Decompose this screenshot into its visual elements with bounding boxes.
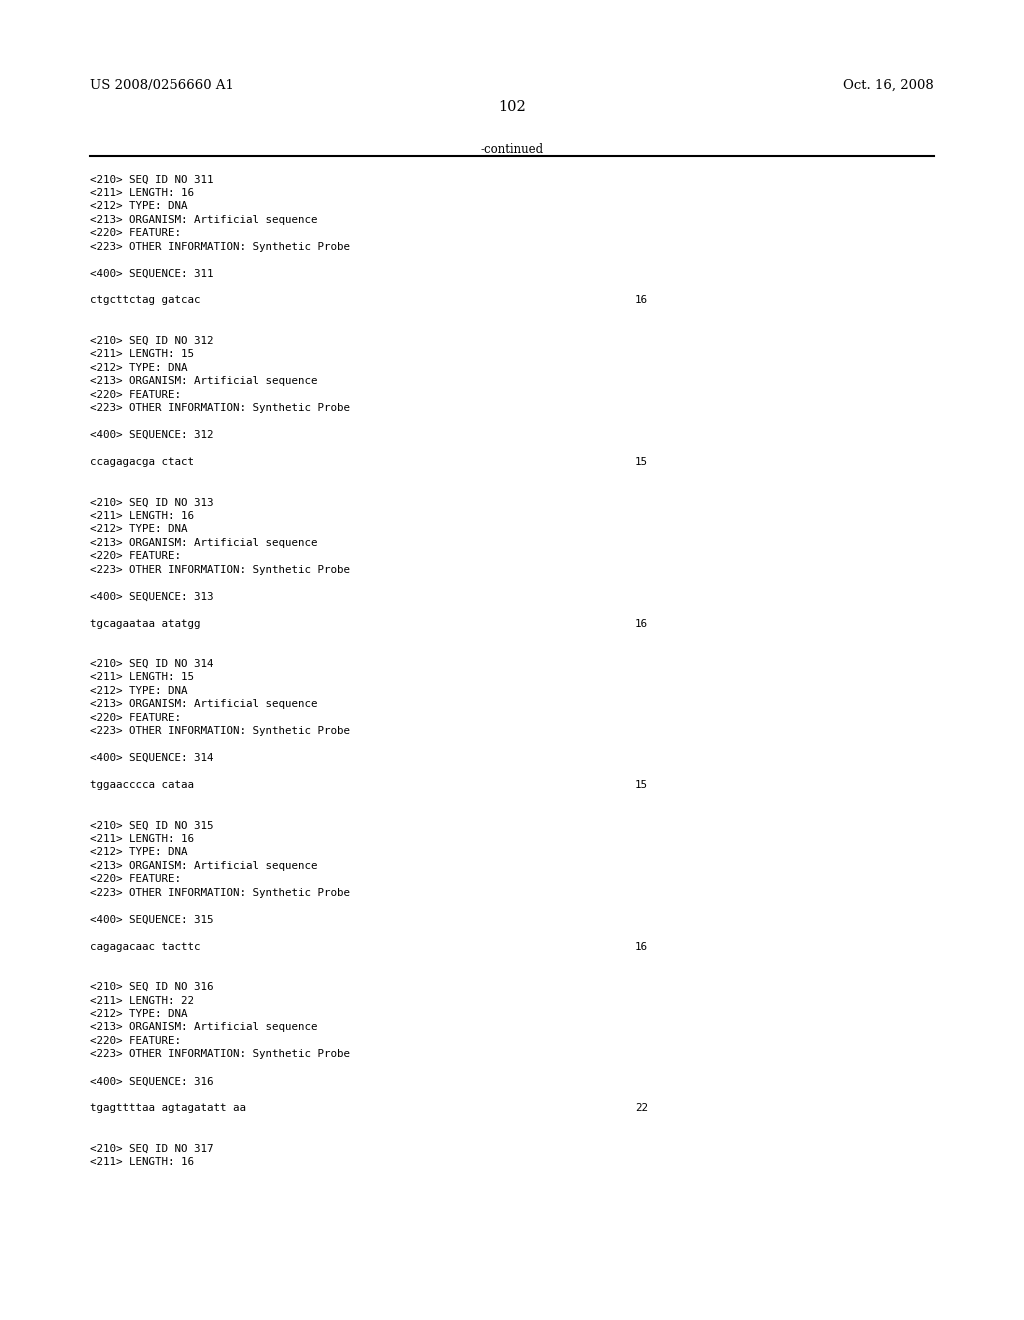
Text: <223> OTHER INFORMATION: Synthetic Probe: <223> OTHER INFORMATION: Synthetic Probe [90,1049,350,1060]
Text: <210> SEQ ID NO 316: <210> SEQ ID NO 316 [90,982,214,993]
Text: <213> ORGANISM: Artificial sequence: <213> ORGANISM: Artificial sequence [90,861,317,871]
Text: <212> TYPE: DNA: <212> TYPE: DNA [90,363,187,372]
Text: <400> SEQUENCE: 312: <400> SEQUENCE: 312 [90,430,214,440]
Text: 16: 16 [635,941,648,952]
Text: <220> FEATURE:: <220> FEATURE: [90,228,181,238]
Text: <211> LENGTH: 16: <211> LENGTH: 16 [90,834,195,843]
Text: tgcagaataa atatgg: tgcagaataa atatgg [90,619,201,628]
Text: <212> TYPE: DNA: <212> TYPE: DNA [90,1008,187,1019]
Text: <211> LENGTH: 15: <211> LENGTH: 15 [90,672,195,682]
Text: <210> SEQ ID NO 312: <210> SEQ ID NO 312 [90,335,214,346]
Text: Oct. 16, 2008: Oct. 16, 2008 [843,79,934,92]
Text: <220> FEATURE:: <220> FEATURE: [90,874,181,884]
Text: <400> SEQUENCE: 316: <400> SEQUENCE: 316 [90,1076,214,1086]
Text: <212> TYPE: DNA: <212> TYPE: DNA [90,524,187,535]
Text: <210> SEQ ID NO 314: <210> SEQ ID NO 314 [90,659,214,669]
Text: 15: 15 [635,780,648,791]
Text: -continued: -continued [480,143,544,156]
Text: <212> TYPE: DNA: <212> TYPE: DNA [90,847,187,858]
Text: <223> OTHER INFORMATION: Synthetic Probe: <223> OTHER INFORMATION: Synthetic Probe [90,888,350,898]
Text: 16: 16 [635,296,648,305]
Text: <211> LENGTH: 16: <211> LENGTH: 16 [90,1158,195,1167]
Text: cagagacaac tacttc: cagagacaac tacttc [90,941,201,952]
Text: <400> SEQUENCE: 315: <400> SEQUENCE: 315 [90,915,214,925]
Text: <211> LENGTH: 15: <211> LENGTH: 15 [90,350,195,359]
Text: ctgcttctag gatcac: ctgcttctag gatcac [90,296,201,305]
Text: <213> ORGANISM: Artificial sequence: <213> ORGANISM: Artificial sequence [90,700,317,709]
Text: 102: 102 [498,100,526,115]
Text: <213> ORGANISM: Artificial sequence: <213> ORGANISM: Artificial sequence [90,215,317,224]
Text: <210> SEQ ID NO 315: <210> SEQ ID NO 315 [90,821,214,830]
Text: <223> OTHER INFORMATION: Synthetic Probe: <223> OTHER INFORMATION: Synthetic Probe [90,403,350,413]
Text: US 2008/0256660 A1: US 2008/0256660 A1 [90,79,234,92]
Text: ccagagacga ctact: ccagagacga ctact [90,457,195,467]
Text: <211> LENGTH: 16: <211> LENGTH: 16 [90,511,195,521]
Text: <220> FEATURE:: <220> FEATURE: [90,389,181,400]
Text: <220> FEATURE:: <220> FEATURE: [90,1036,181,1045]
Text: <220> FEATURE:: <220> FEATURE: [90,552,181,561]
Text: 22: 22 [635,1104,648,1113]
Text: <213> ORGANISM: Artificial sequence: <213> ORGANISM: Artificial sequence [90,1023,317,1032]
Text: tggaacccca cataa: tggaacccca cataa [90,780,195,791]
Text: <213> ORGANISM: Artificial sequence: <213> ORGANISM: Artificial sequence [90,537,317,548]
Text: <400> SEQUENCE: 311: <400> SEQUENCE: 311 [90,268,214,279]
Text: 15: 15 [635,457,648,467]
Text: <211> LENGTH: 22: <211> LENGTH: 22 [90,995,195,1006]
Text: <210> SEQ ID NO 317: <210> SEQ ID NO 317 [90,1143,214,1154]
Text: <223> OTHER INFORMATION: Synthetic Probe: <223> OTHER INFORMATION: Synthetic Probe [90,726,350,737]
Text: <213> ORGANISM: Artificial sequence: <213> ORGANISM: Artificial sequence [90,376,317,387]
Text: <210> SEQ ID NO 313: <210> SEQ ID NO 313 [90,498,214,507]
Text: <223> OTHER INFORMATION: Synthetic Probe: <223> OTHER INFORMATION: Synthetic Probe [90,242,350,252]
Text: tgagttttaa agtagatatt aa: tgagttttaa agtagatatt aa [90,1104,246,1113]
Text: <212> TYPE: DNA: <212> TYPE: DNA [90,201,187,211]
Text: <211> LENGTH: 16: <211> LENGTH: 16 [90,187,195,198]
Text: <400> SEQUENCE: 313: <400> SEQUENCE: 313 [90,591,214,602]
Text: <210> SEQ ID NO 311: <210> SEQ ID NO 311 [90,174,214,185]
Text: <400> SEQUENCE: 314: <400> SEQUENCE: 314 [90,754,214,763]
Text: 16: 16 [635,619,648,628]
Text: <220> FEATURE:: <220> FEATURE: [90,713,181,723]
Text: <212> TYPE: DNA: <212> TYPE: DNA [90,686,187,696]
Text: <223> OTHER INFORMATION: Synthetic Probe: <223> OTHER INFORMATION: Synthetic Probe [90,565,350,574]
